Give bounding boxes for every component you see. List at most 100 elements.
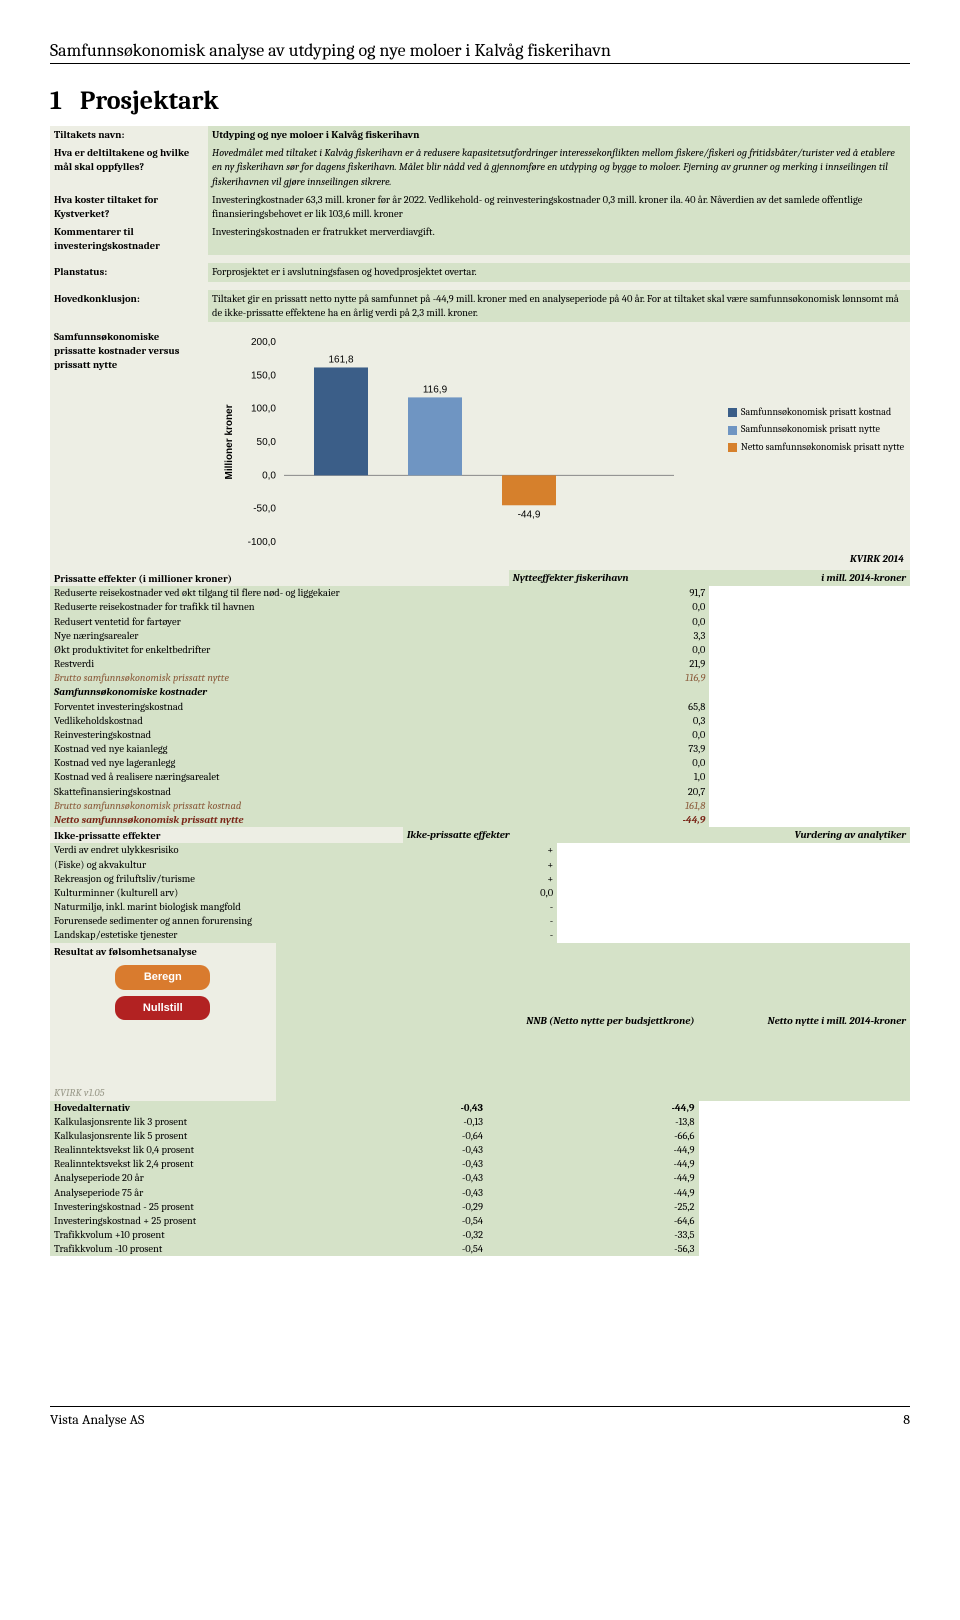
svg-text:116,9: 116,9 — [423, 384, 448, 395]
row-label: Hovedkonklusjon: — [50, 290, 208, 322]
sens-label-text: Resultat av følsomhetsanalyse — [54, 945, 272, 959]
effect-desc: Restverdi — [50, 657, 509, 671]
col-header — [276, 943, 487, 1101]
unpriced-desc: Naturmiljø, inkl. marint biologisk mangf… — [50, 900, 403, 914]
unpriced-value: 0,0 — [403, 886, 557, 900]
effect-value: 91,7 — [509, 586, 710, 600]
sens-nnb: -0,43 — [276, 1171, 487, 1185]
svg-text:-50,0: -50,0 — [253, 504, 276, 515]
sensitivity-table: Resultat av følsomhetsanalyse Beregn Nul… — [50, 943, 910, 1257]
cost-desc: Skattefinansieringskostnad — [50, 785, 509, 799]
table-label: Prissatte effekter (i millioner kroner) — [50, 570, 509, 586]
sens-desc: Kalkulasjonsrente lik 5 prosent — [50, 1129, 276, 1143]
legend-swatch — [728, 426, 737, 435]
section-title: Prosjektark — [80, 86, 219, 116]
sens-desc: Analyseperiode 75 år — [50, 1186, 276, 1200]
row-label: Hva er deltiltakene og hvilke mål skal o… — [50, 144, 208, 191]
sens-netto: -44,9 — [487, 1101, 698, 1115]
sens-desc: Investeringskostnad - 25 prosent — [50, 1200, 276, 1214]
svg-text:200,0: 200,0 — [251, 337, 276, 348]
sens-desc: Investeringskostnad + 25 prosent — [50, 1214, 276, 1228]
svg-text:161,8: 161,8 — [328, 354, 353, 365]
chart-legend: Samfunnsøkonomisk prisatt kostnad Samfunn… — [728, 402, 904, 459]
sens-netto: -25,2 — [487, 1200, 698, 1214]
subtotal-value: 161,8 — [509, 799, 710, 813]
svg-text:-44,9: -44,9 — [518, 509, 541, 520]
subtotal-label: Brutto samfunnsøkonomisk prissatt kostna… — [50, 799, 509, 813]
sens-netto: -64,6 — [487, 1214, 698, 1228]
col-header: NNB (Netto nytte per budsjettkrone) — [487, 943, 698, 1101]
unpriced-value: + — [403, 843, 557, 857]
sens-netto: -44,9 — [487, 1186, 698, 1200]
row-value: Utdyping og nye moloer i Kalvåg fiskerih… — [208, 126, 910, 144]
unpriced-value: + — [403, 872, 557, 886]
unpriced-desc: (Fiske) og akvakultur — [50, 858, 403, 872]
sens-nnb: -0,32 — [276, 1228, 487, 1242]
unpriced-value: - — [403, 900, 557, 914]
unpriced-value: - — [403, 914, 557, 928]
sens-nnb: -0,43 — [276, 1143, 487, 1157]
unpriced-value: + — [403, 858, 557, 872]
col-header: Netto nytte i mill. 2014-kroner — [699, 943, 911, 1101]
section-heading: 1Prosjektark — [50, 86, 910, 116]
chart-label: Samfunnsøkonomiske prissatte kostnader v… — [50, 328, 208, 570]
effect-desc: Økt produktivitet for enkeltbedrifter — [50, 643, 509, 657]
total-value: -44,9 — [509, 813, 710, 827]
svg-text:-100,0: -100,0 — [248, 537, 277, 548]
cost-desc: Reinvesteringskostnad — [50, 728, 509, 742]
sens-netto: -13,8 — [487, 1115, 698, 1129]
sens-desc: Realinntektsvekst lik 0,4 prosent — [50, 1143, 276, 1157]
sens-desc: Hovedalternativ — [50, 1101, 276, 1115]
nullstill-button[interactable]: Nullstill — [115, 996, 210, 1021]
total-label: Netto samfunnsøkonomisk prissatt nytte — [50, 813, 509, 827]
category-header: Samfunnsøkonomiske kostnader — [50, 685, 509, 699]
kvirk-year: KVIRK 2014 — [214, 552, 904, 566]
kvirk-version: KVIRK v1.05 — [54, 1086, 272, 1100]
col-header: Vurdering av analytiker — [557, 827, 910, 843]
cost-value: 73,9 — [509, 742, 710, 756]
svg-text:50,0: 50,0 — [257, 437, 277, 448]
row-label: Kommentarer til investeringskostnader — [50, 223, 208, 255]
unpriced-value: - — [403, 928, 557, 942]
sens-nnb: -0,54 — [276, 1214, 487, 1228]
table-label: Ikke-prissatte effekter — [50, 827, 403, 843]
cost-value: 65,8 — [509, 700, 710, 714]
row-value: Forprosjektet er i avslutningsfasen og h… — [208, 263, 910, 281]
sens-nnb: -0,29 — [276, 1200, 487, 1214]
row-value: Investeringkostnader 63,3 mill. kroner f… — [208, 191, 910, 223]
cost-desc: Kostnad ved nye lageranlegg — [50, 756, 509, 770]
legend-swatch — [728, 443, 737, 452]
cost-desc: Kostnad ved å realisere næringsarealet — [50, 770, 509, 784]
page-footer: Vista Analyse AS 8 — [50, 1406, 910, 1428]
sens-nnb: -0,43 — [276, 1157, 487, 1171]
cost-desc: Forventet investeringskostnad — [50, 700, 509, 714]
svg-text:0,0: 0,0 — [262, 470, 276, 481]
effect-value: 0,0 — [509, 600, 710, 614]
unpriced-desc: Rekreasjon og friluftsliv/turisme — [50, 872, 403, 886]
sens-netto: -33,5 — [487, 1228, 698, 1242]
effect-value: 0,0 — [509, 643, 710, 657]
effect-desc: Reduserte reisekostnader ved økt tilgang… — [50, 586, 509, 600]
sens-desc: Realinntektsvekst lik 2,4 prosent — [50, 1157, 276, 1171]
sens-desc: Kalkulasjonsrente lik 3 prosent — [50, 1115, 276, 1129]
sens-desc: Analyseperiode 20 år — [50, 1171, 276, 1185]
sens-netto: -66,6 — [487, 1129, 698, 1143]
legend-text: Netto samfunnsøkonomisk prisatt nytte — [741, 441, 904, 453]
sens-nnb: -0,43 — [276, 1186, 487, 1200]
sens-nnb: -0,13 — [276, 1115, 487, 1129]
legend-text: Samfunnsøkonomisk prisatt nytte — [741, 423, 880, 435]
sens-netto: -56,3 — [487, 1242, 698, 1256]
sens-desc: Trafikkvolum -10 prosent — [50, 1242, 276, 1256]
doc-title: Samfunnsøkonomisk analyse av utdyping og… — [50, 40, 910, 64]
effect-desc: Reduserte reisekostnader for trafikk til… — [50, 600, 509, 614]
legend-item: Netto samfunnsøkonomisk prisatt nytte — [728, 441, 904, 455]
beregn-button[interactable]: Beregn — [115, 965, 210, 990]
legend-text: Samfunnsøkonomisk prisatt kostnad — [741, 406, 891, 418]
unpriced-effects-table: Ikke-prissatte effekter Ikke-prissatte e… — [50, 827, 910, 942]
cost-value: 0,0 — [509, 756, 710, 770]
sens-nnb: -0,43 — [276, 1101, 487, 1115]
sens-nnb: -0,64 — [276, 1129, 487, 1143]
unpriced-desc: Forurensede sedimenter og annen forurens… — [50, 914, 403, 928]
effect-desc: Nye næringsarealer — [50, 629, 509, 643]
row-label: Hva koster tiltaket for Kystverket? — [50, 191, 208, 223]
